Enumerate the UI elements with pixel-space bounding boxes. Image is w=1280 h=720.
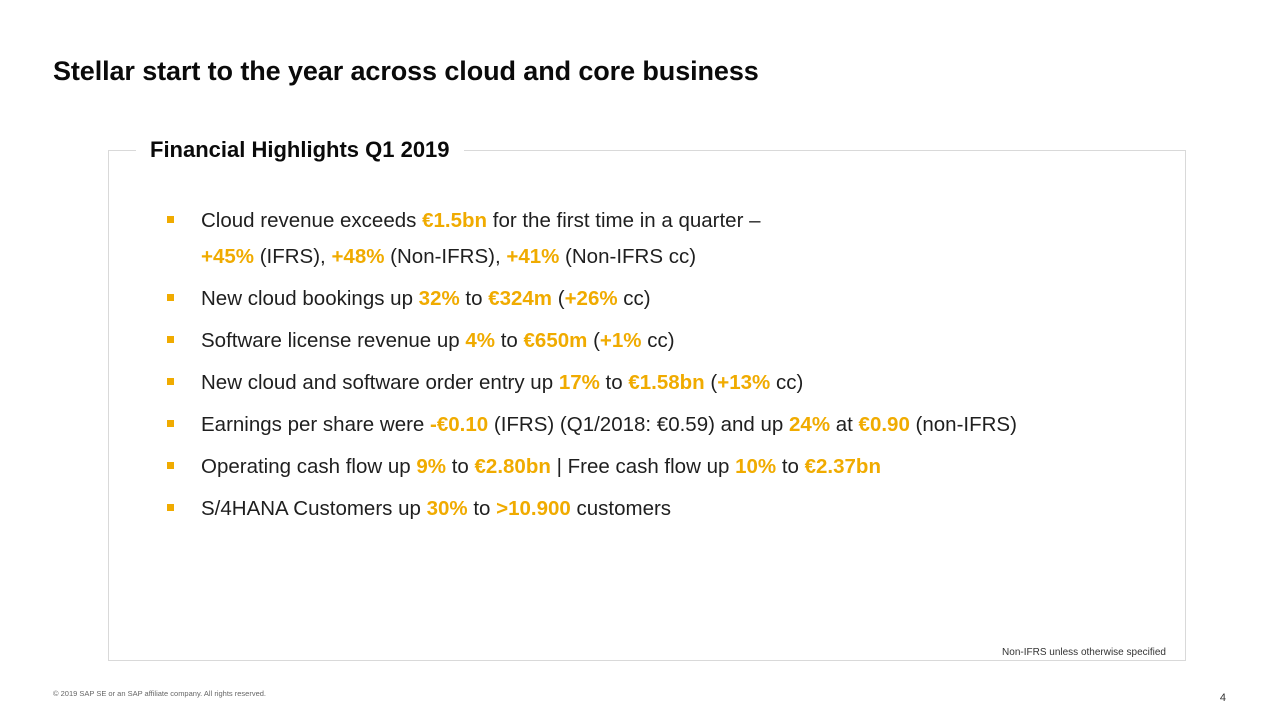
page-number: 4 xyxy=(1219,692,1226,704)
copyright: © 2019 SAP SE or an SAP affiliate compan… xyxy=(53,689,267,698)
highlight-software-license: Software license revenue up 4% to €650m … xyxy=(166,326,1176,355)
text-segment: (IFRS), xyxy=(254,245,332,268)
highlight-s4hana-customers: S/4HANA Customers up 30% to >10.900 cust… xyxy=(166,494,1176,523)
square-bullet-icon xyxy=(167,216,174,223)
panel-title: Financial Highlights Q1 2019 xyxy=(136,137,464,163)
text-segment: | Free cash flow up xyxy=(550,455,736,478)
highlight-value: >10.900 xyxy=(496,497,571,520)
highlights-list: Cloud revenue exceeds €1.5bn for the fir… xyxy=(166,206,1176,536)
square-bullet-icon xyxy=(167,504,174,511)
highlight-value: €0.90 xyxy=(858,413,910,436)
highlight-value: +1% xyxy=(599,329,642,352)
text-segment: to xyxy=(495,329,524,352)
highlights-panel xyxy=(108,150,1186,661)
highlight-value: 10% xyxy=(735,455,777,478)
highlight-value: 17% xyxy=(558,371,600,394)
text-segment: cc) xyxy=(641,329,675,352)
text-segment: customers xyxy=(570,497,672,520)
text-segment: Operating cash flow up xyxy=(201,455,417,478)
text-segment: cc) xyxy=(770,371,804,394)
text-segment: (IFRS) (Q1/2018: €0.59) and up xyxy=(488,413,790,436)
highlight-value: 30% xyxy=(426,497,468,520)
text-segment: to xyxy=(776,455,805,478)
text-segment: Cloud revenue exceeds xyxy=(201,209,423,232)
text-segment: New cloud and software order entry up xyxy=(201,371,559,394)
square-bullet-icon xyxy=(167,378,174,385)
highlight-value: +45% xyxy=(201,245,255,268)
highlight-value: 32% xyxy=(418,287,460,310)
text-segment: (Non-IFRS cc) xyxy=(559,245,697,268)
text-segment: for the first time in a quarter – xyxy=(487,209,761,232)
highlight-cloud-bookings: New cloud bookings up 32% to €324m (+26%… xyxy=(166,284,1176,313)
text-segment: at xyxy=(830,413,859,436)
text-segment: to xyxy=(467,497,497,520)
text-segment: cc) xyxy=(617,287,651,310)
highlight-value: €2.37bn xyxy=(804,455,881,478)
highlight-value: €1.58bn xyxy=(628,371,705,394)
highlight-value: +13% xyxy=(717,371,771,394)
text-segment: ( xyxy=(704,371,718,394)
text-segment: Software license revenue up xyxy=(201,329,466,352)
slide-title: Stellar start to the year across cloud a… xyxy=(53,56,759,86)
text-segment: to xyxy=(599,371,629,394)
highlight-value: 9% xyxy=(416,455,447,478)
highlight-value: +41% xyxy=(506,245,560,268)
bullet-line: Cloud revenue exceeds €1.5bn for the fir… xyxy=(201,206,1176,235)
text-segment: ( xyxy=(552,287,565,310)
footnote: Non-IFRS unless otherwise specified xyxy=(1002,647,1166,658)
square-bullet-icon xyxy=(167,336,174,343)
text-segment: (Non-IFRS), xyxy=(384,245,507,268)
highlight-value: 4% xyxy=(465,329,496,352)
text-segment: S/4HANA Customers up xyxy=(201,497,427,520)
text-segment: ( xyxy=(587,329,600,352)
text-segment: to xyxy=(459,287,489,310)
text-segment: (non-IFRS) xyxy=(909,413,1017,436)
highlight-cloud-revenue: Cloud revenue exceeds €1.5bn for the fir… xyxy=(166,206,1176,271)
highlight-value: -€0.10 xyxy=(430,413,489,436)
highlight-cash-flow: Operating cash flow up 9% to €2.80bn | F… xyxy=(166,452,1176,481)
highlight-value: €1.5bn xyxy=(422,209,488,232)
highlight-eps: Earnings per share were -€0.10 (IFRS) (Q… xyxy=(166,410,1176,439)
highlight-value: €324m xyxy=(488,287,553,310)
highlight-value: +48% xyxy=(331,245,385,268)
square-bullet-icon xyxy=(167,420,174,427)
highlight-value: €2.80bn xyxy=(474,455,551,478)
highlight-value: +26% xyxy=(564,287,618,310)
text-segment: to xyxy=(446,455,475,478)
bullet-line: +45% (IFRS), +48% (Non-IFRS), +41% (Non-… xyxy=(201,242,1176,271)
square-bullet-icon xyxy=(167,294,174,301)
highlight-value: €650m xyxy=(523,329,588,352)
square-bullet-icon xyxy=(167,462,174,469)
highlight-value: 24% xyxy=(789,413,831,436)
text-segment: Earnings per share were xyxy=(201,413,431,436)
text-segment: New cloud bookings up xyxy=(201,287,419,310)
highlight-order-entry: New cloud and software order entry up 17… xyxy=(166,368,1176,397)
